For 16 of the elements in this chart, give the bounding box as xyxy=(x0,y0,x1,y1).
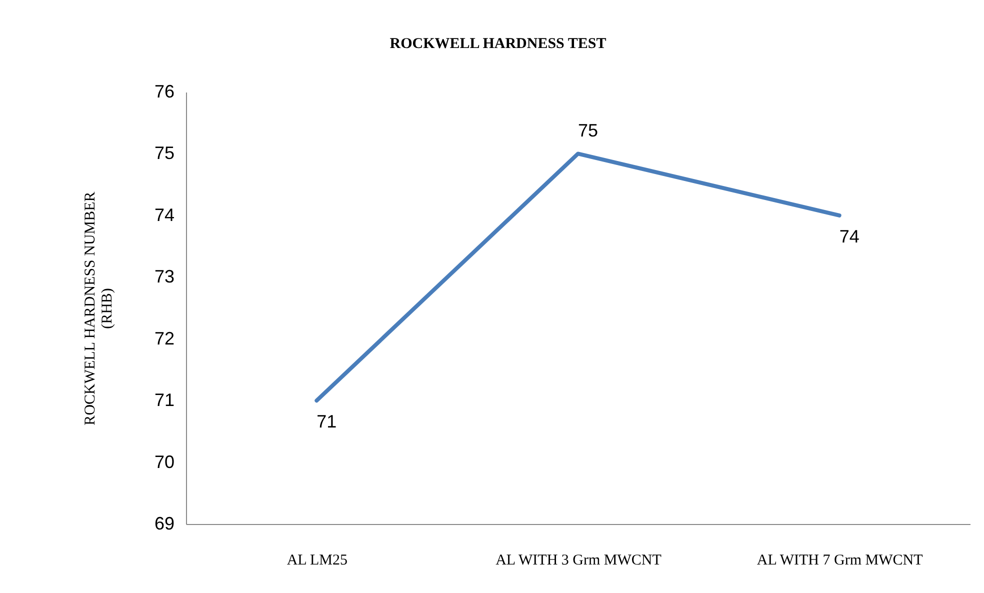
y-tick-label: 69 xyxy=(154,514,174,534)
x-tick-label: AL LM25 xyxy=(286,552,348,568)
data-label: 71 xyxy=(316,412,337,432)
y-axis-title: ROCKWELL HARDNESS NUMBER (RHB) xyxy=(82,192,116,426)
y-tick-label: 71 xyxy=(154,390,174,410)
data-label: 75 xyxy=(578,120,598,141)
x-tick-label: AL WITH 3 Grm MWCNT xyxy=(496,552,662,568)
chart-title: ROCKWELL HARDNESS TEST xyxy=(390,36,606,52)
y-tick-label: 76 xyxy=(154,82,174,102)
y-tick-label: 74 xyxy=(154,204,174,225)
y-tick-label: 70 xyxy=(154,452,174,472)
y-tick-label: 72 xyxy=(154,328,174,348)
data-label: 74 xyxy=(839,226,860,246)
y-tick-label: 75 xyxy=(154,143,174,164)
x-tick-label: AL WITH 7 Grm MWCNT xyxy=(756,552,923,568)
y-tick-label: 73 xyxy=(154,266,174,287)
